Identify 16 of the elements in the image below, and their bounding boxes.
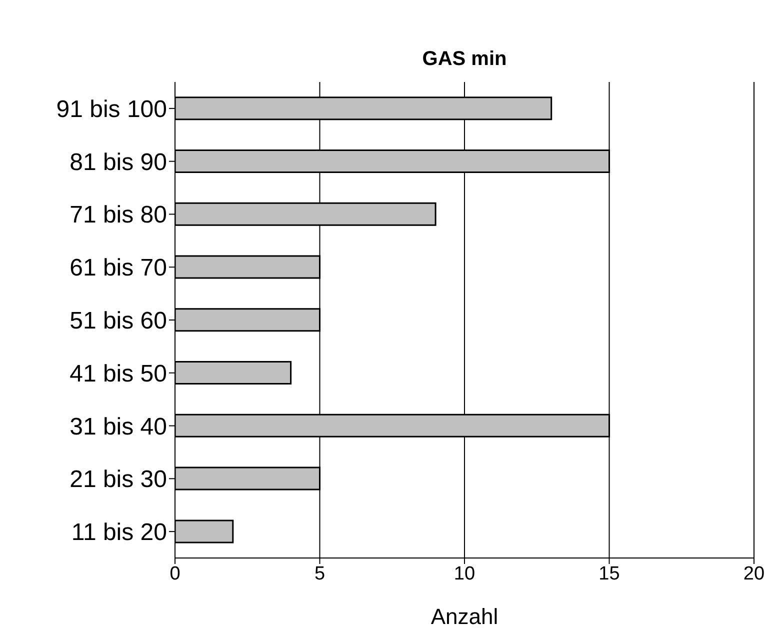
y-tick-label: 71 bis 80 (70, 202, 167, 229)
x-axis-title: Anzahl (430, 604, 498, 629)
y-tick-label: 31 bis 40 (70, 413, 167, 440)
y-tick-label: 61 bis 70 (70, 254, 167, 282)
x-tick-label: 20 (743, 563, 765, 584)
chart-title: GAS min (421, 48, 508, 71)
x-tick-label: 5 (314, 563, 326, 584)
y-tick-label: 41 bis 50 (70, 360, 167, 388)
y-tick-label: 51 bis 60 (70, 308, 167, 335)
y-tick-label: 91 bis 100 (56, 96, 167, 123)
x-tick-label: 0 (170, 563, 180, 584)
y-tick-label: 21 bis 30 (70, 466, 167, 494)
x-tick-label: 15 (598, 563, 620, 584)
x-tick-label: 10 (454, 563, 476, 584)
y-tick-label: 11 bis 20 (71, 519, 167, 546)
y-tick-label: 81 bis 90 (70, 148, 167, 176)
